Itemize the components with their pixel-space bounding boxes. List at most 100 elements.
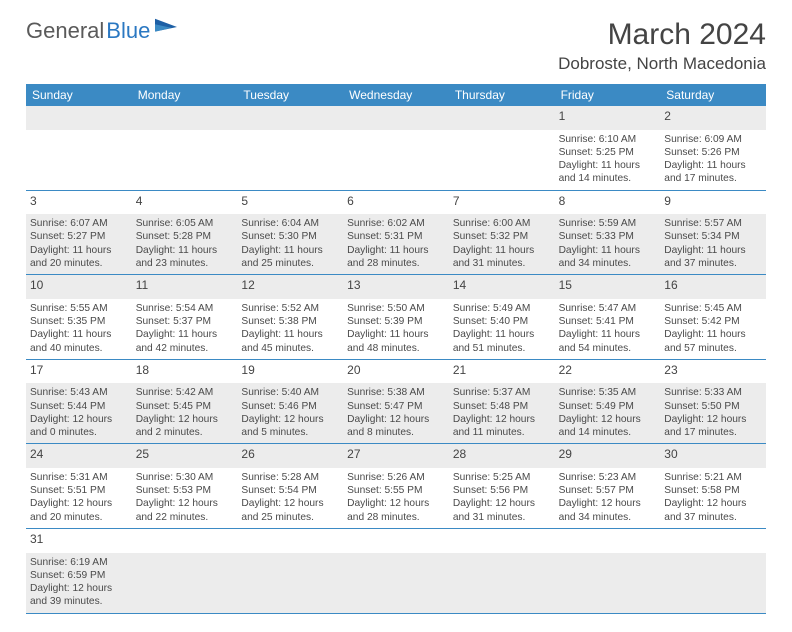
day-header: Monday xyxy=(132,84,238,106)
day-number-cell: 29 xyxy=(555,444,661,468)
daylight-line: Daylight: 11 hours and 34 minutes. xyxy=(559,245,640,269)
sunset-line: Sunset: 5:55 PM xyxy=(347,485,422,496)
day-detail-cell xyxy=(449,553,555,614)
day-number-cell: 23 xyxy=(660,360,766,384)
day-detail-cell: Sunrise: 5:50 AMSunset: 5:39 PMDaylight:… xyxy=(343,299,449,360)
day-number-cell: 4 xyxy=(132,191,238,215)
day-detail-cell xyxy=(555,553,661,614)
day-number-cell: 18 xyxy=(132,360,238,384)
day-detail-cell xyxy=(237,553,343,614)
day-detail-cell: Sunrise: 5:47 AMSunset: 5:41 PMDaylight:… xyxy=(555,299,661,360)
sunset-line: Sunset: 5:56 PM xyxy=(453,485,528,496)
day-number-cell: 17 xyxy=(26,360,132,384)
day-number-cell xyxy=(343,529,449,553)
title-block: March 2024 Dobroste, North Macedonia xyxy=(558,18,766,74)
daylight-line: Daylight: 12 hours and 25 minutes. xyxy=(241,498,323,522)
sunrise-line: Sunrise: 5:30 AM xyxy=(136,472,214,483)
sunrise-line: Sunrise: 6:19 AM xyxy=(30,557,108,568)
day-detail-cell: Sunrise: 5:52 AMSunset: 5:38 PMDaylight:… xyxy=(237,299,343,360)
daylight-line: Daylight: 11 hours and 42 minutes. xyxy=(136,329,217,353)
sunset-line: Sunset: 5:31 PM xyxy=(347,231,422,242)
day-number: 20 xyxy=(347,363,445,379)
day-number: 11 xyxy=(136,278,234,294)
day-number-cell: 13 xyxy=(343,275,449,299)
day-detail-cell: Sunrise: 5:33 AMSunset: 5:50 PMDaylight:… xyxy=(660,383,766,444)
day-detail-cell: Sunrise: 6:02 AMSunset: 5:31 PMDaylight:… xyxy=(343,214,449,275)
day-detail-cell: Sunrise: 5:21 AMSunset: 5:58 PMDaylight:… xyxy=(660,468,766,529)
day-number-cell: 1 xyxy=(555,106,661,130)
daylight-line: Daylight: 11 hours and 54 minutes. xyxy=(559,329,640,353)
day-header: Sunday xyxy=(26,84,132,106)
day-number: 1 xyxy=(559,109,657,125)
daylight-line: Daylight: 11 hours and 25 minutes. xyxy=(241,245,322,269)
sunrise-line: Sunrise: 5:21 AM xyxy=(664,472,742,483)
day-number-cell: 22 xyxy=(555,360,661,384)
day-detail-cell: Sunrise: 5:54 AMSunset: 5:37 PMDaylight:… xyxy=(132,299,238,360)
day-detail-cell: Sunrise: 6:07 AMSunset: 5:27 PMDaylight:… xyxy=(26,214,132,275)
day-number: 24 xyxy=(30,447,128,463)
sunrise-line: Sunrise: 6:04 AM xyxy=(241,218,319,229)
sunset-line: Sunset: 5:26 PM xyxy=(664,147,739,158)
day-detail-cell: Sunrise: 5:28 AMSunset: 5:54 PMDaylight:… xyxy=(237,468,343,529)
day-header: Tuesday xyxy=(237,84,343,106)
day-detail-cell: Sunrise: 6:10 AMSunset: 5:25 PMDaylight:… xyxy=(555,130,661,191)
day-number-cell xyxy=(26,106,132,130)
day-detail-cell: Sunrise: 5:25 AM Sunset: 5:56 PM Daylight:… xyxy=(449,468,555,529)
day-number: 12 xyxy=(241,278,339,294)
day-header: Friday xyxy=(555,84,661,106)
daylight-line: Daylight: 12 hours and 31 minutes. xyxy=(453,498,535,522)
day-number: 18 xyxy=(136,363,234,379)
day-detail-cell: Sunrise: 5:30 AMSunset: 5:53 PMDaylight:… xyxy=(132,468,238,529)
day-detail-cell: Sunrise: 6:05 AMSunset: 5:28 PMDaylight:… xyxy=(132,214,238,275)
sunset-line: Sunset: 5:47 PM xyxy=(347,401,422,412)
sunset-line: Sunset: 5:45 PM xyxy=(136,401,211,412)
sunrise-line: Sunrise: 5:45 AM xyxy=(664,303,742,314)
day-header: Wednesday xyxy=(343,84,449,106)
sunrise-line: Sunrise: 5:37 AM xyxy=(453,387,531,398)
day-number: 3 xyxy=(30,194,128,210)
day-detail-cell: Sunrise: 5:26 AMSunset: 5:55 PMDaylight:… xyxy=(343,468,449,529)
daylight-line: Daylight: 11 hours and 31 minutes. xyxy=(453,245,534,269)
logo-text-2: Blue xyxy=(106,18,150,44)
month-title: March 2024 xyxy=(558,18,766,52)
day-number-cell xyxy=(237,529,343,553)
day-detail-cell: Sunrise: 5:31 AMSunset: 5:51 PMDaylight:… xyxy=(26,468,132,529)
sunrise-line: Sunrise: 5:52 AM xyxy=(241,303,319,314)
logo: GeneralBlue xyxy=(26,18,177,44)
day-number: 26 xyxy=(241,447,339,463)
location-label: Dobroste, North Macedonia xyxy=(558,54,766,74)
day-number: 27 xyxy=(347,447,445,463)
day-detail-cell: Sunrise: 5:23 AMSunset: 5:57 PMDaylight:… xyxy=(555,468,661,529)
day-number: 29 xyxy=(559,447,657,463)
day-number: 6 xyxy=(347,194,445,210)
sunrise-line: Sunrise: 6:07 AM xyxy=(30,218,108,229)
day-number: 7 xyxy=(453,194,551,210)
sunrise-line: Sunrise: 5:25 AM xyxy=(453,472,531,483)
day-number-cell: 11 xyxy=(132,275,238,299)
sunrise-line: Sunrise: 5:57 AM xyxy=(664,218,742,229)
day-detail-cell: Sunrise: 5:37 AMSunset: 5:48 PMDaylight:… xyxy=(449,383,555,444)
day-number-cell: 6 xyxy=(343,191,449,215)
sunset-line: Sunset: 5:28 PM xyxy=(136,231,211,242)
day-number-cell: 14 xyxy=(449,275,555,299)
sunset-line: Sunset: 5:50 PM xyxy=(664,401,739,412)
sunrise-line: Sunrise: 5:43 AM xyxy=(30,387,108,398)
day-number: 22 xyxy=(559,363,657,379)
day-number: 5 xyxy=(241,194,339,210)
day-detail-cell: Sunrise: 5:38 AMSunset: 5:47 PMDaylight:… xyxy=(343,383,449,444)
day-number-cell: 8 xyxy=(555,191,661,215)
daylight-line: Daylight: 12 hours and 20 minutes. xyxy=(30,498,112,522)
day-detail-cell: Sunrise: 6:09 AMSunset: 5:26 PMDaylight:… xyxy=(660,130,766,191)
sunrise-line: Sunrise: 5:40 AM xyxy=(241,387,319,398)
daylight-line: Daylight: 11 hours and 45 minutes. xyxy=(241,329,322,353)
sunrise-line: Sunrise: 5:35 AM xyxy=(559,387,637,398)
daylight-line: Daylight: 11 hours and 51 minutes. xyxy=(453,329,534,353)
day-detail-cell: Sunrise: 6:04 AMSunset: 5:30 PMDaylight:… xyxy=(237,214,343,275)
daylight-line: Daylight: 12 hours and 8 minutes. xyxy=(347,414,429,438)
day-detail-cell xyxy=(132,130,238,191)
sunset-line: Sunset: 5:41 PM xyxy=(559,316,634,327)
day-number: 17 xyxy=(30,363,128,379)
day-number-cell: 7 xyxy=(449,191,555,215)
day-number-cell: 31 xyxy=(26,529,132,553)
daylight-line: Daylight: 11 hours and 40 minutes. xyxy=(30,329,111,353)
